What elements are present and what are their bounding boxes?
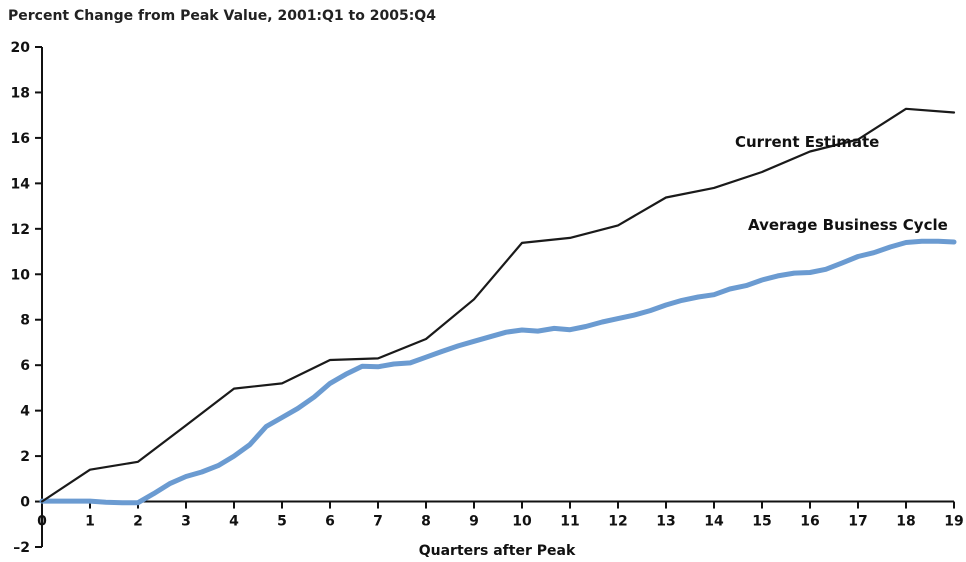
chart-title: Percent Change from Peak Value, 2001:Q1 … (8, 8, 436, 24)
y-tick-label: 2 (20, 449, 30, 465)
x-tick-label: 18 (896, 514, 915, 530)
x-tick-label: 2 (133, 514, 143, 530)
x-axis-ticks: 0 1 2 3 4 5 6 7 8 9 10 11 12 13 14 15 16 17 18 19 (37, 501, 964, 530)
x-tick-label: 5 (277, 514, 287, 530)
y-tick-label: 10 (11, 267, 31, 283)
y-tick-label: 8 (20, 313, 30, 329)
series-line-current-estimate (40, 107, 956, 503)
x-tick-label: 8 (421, 514, 431, 530)
x-tick-label: 14 (704, 514, 724, 530)
x-tick-label: 4 (229, 514, 239, 530)
label-current-estimate: Current Estimate (735, 133, 879, 151)
x-tick-label: 13 (656, 514, 675, 530)
x-tick-label: 17 (848, 514, 867, 530)
series-layer (39, 107, 957, 506)
x-tick-label: 1 (85, 514, 95, 530)
x-tick-label: 11 (560, 514, 579, 530)
x-tick-label: 12 (608, 514, 627, 530)
x-tick-label: 9 (469, 514, 479, 530)
label-average-business-cycle: Average Business Cycle (748, 216, 948, 234)
x-axis-title: Quarters after Peak (419, 543, 576, 559)
x-tick-label: 0 (37, 514, 47, 530)
x-tick-label: 16 (800, 514, 819, 530)
x-tick-label: 10 (512, 514, 532, 530)
y-tick-label: 16 (11, 131, 30, 147)
y-axis-ticks: –2 0 2 4 6 8 10 12 14 16 18 20 (11, 40, 42, 556)
x-tick-label: 15 (752, 514, 771, 530)
y-tick-label: 12 (11, 222, 30, 238)
y-tick-label: 4 (20, 404, 30, 420)
y-tick-label: –2 (13, 540, 30, 556)
y-tick-label: 6 (20, 358, 30, 374)
series-line-average-business-cycle (39, 238, 957, 506)
y-tick-label: 20 (11, 40, 31, 56)
x-tick-label: 6 (325, 514, 335, 530)
x-tick-label: 7 (373, 514, 383, 530)
y-tick-label: 0 (20, 495, 30, 511)
y-tick-label: 18 (11, 85, 30, 101)
y-tick-label: 14 (11, 176, 31, 192)
axes (41, 47, 954, 547)
x-tick-label: 3 (181, 514, 191, 530)
x-tick-label: 19 (944, 514, 963, 530)
